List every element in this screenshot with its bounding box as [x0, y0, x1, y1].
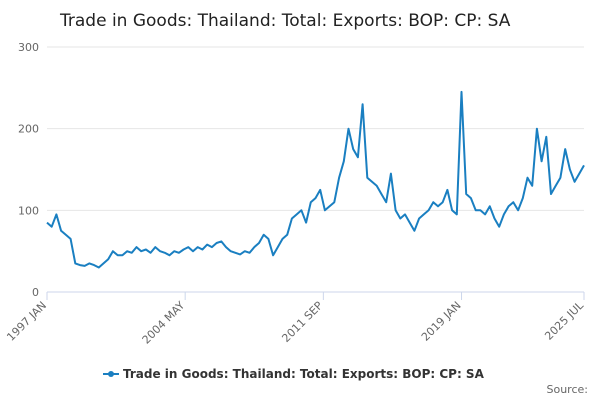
legend-marker	[108, 371, 114, 377]
y-tick-label: 0	[32, 286, 39, 299]
x-tick-label: 2004 MAY	[140, 299, 188, 347]
y-tick-label: 200	[18, 123, 39, 136]
x-tick-label: 2011 SEP	[279, 299, 325, 345]
source: Source:	[547, 383, 589, 396]
x-tick-label: 2025 JUL	[542, 298, 586, 342]
y-tick-label: 100	[18, 204, 39, 217]
x-tick-label: 1997 JAN	[4, 299, 49, 344]
chart-title: Trade in Goods: Thailand: Total: Exports…	[59, 11, 511, 31]
y-tick-label: 300	[18, 41, 39, 54]
x-tick-label: 2019 JAN	[419, 299, 464, 344]
series-line	[46, 90, 585, 269]
legend-label: Trade in Goods: Thailand: Total: Exports…	[123, 367, 485, 381]
